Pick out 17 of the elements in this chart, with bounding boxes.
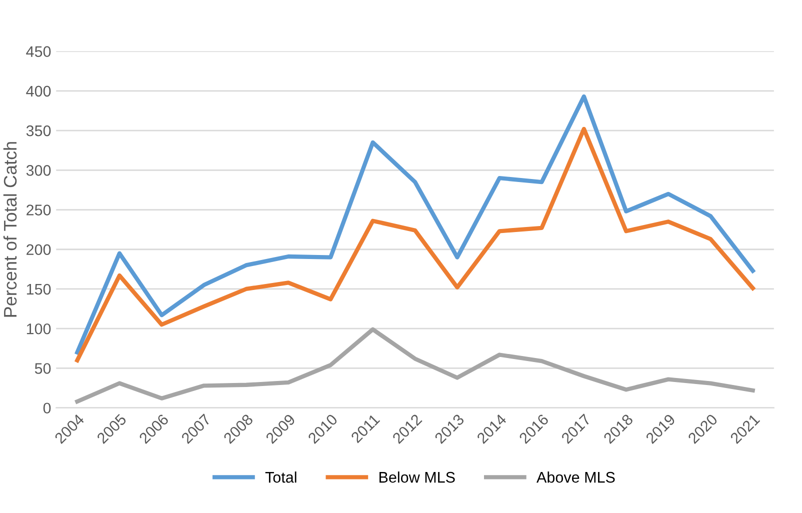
y-tick-label: 100	[26, 323, 51, 334]
legend-label: Above MLS	[536, 472, 615, 483]
y-tick-label: 300	[26, 165, 51, 176]
line-series	[75, 327, 755, 404]
y-tick-label: 400	[26, 86, 51, 97]
line-series	[75, 126, 755, 362]
y-axis-title: Percent of Total Catch	[3, 142, 17, 317]
line-series	[75, 94, 755, 354]
y-tick-label: 150	[26, 284, 51, 295]
y-tick-label: 0	[43, 402, 51, 414]
y-tick-label: 250	[26, 204, 51, 216]
legend-label: Below MLS	[380, 472, 455, 483]
legend-label: Total	[265, 472, 296, 483]
y-tick-label: 350	[26, 125, 51, 136]
y-tick-label: 450	[26, 46, 51, 57]
y-tick-label: 50	[34, 363, 51, 374]
y-tick-label: 200	[26, 244, 51, 256]
